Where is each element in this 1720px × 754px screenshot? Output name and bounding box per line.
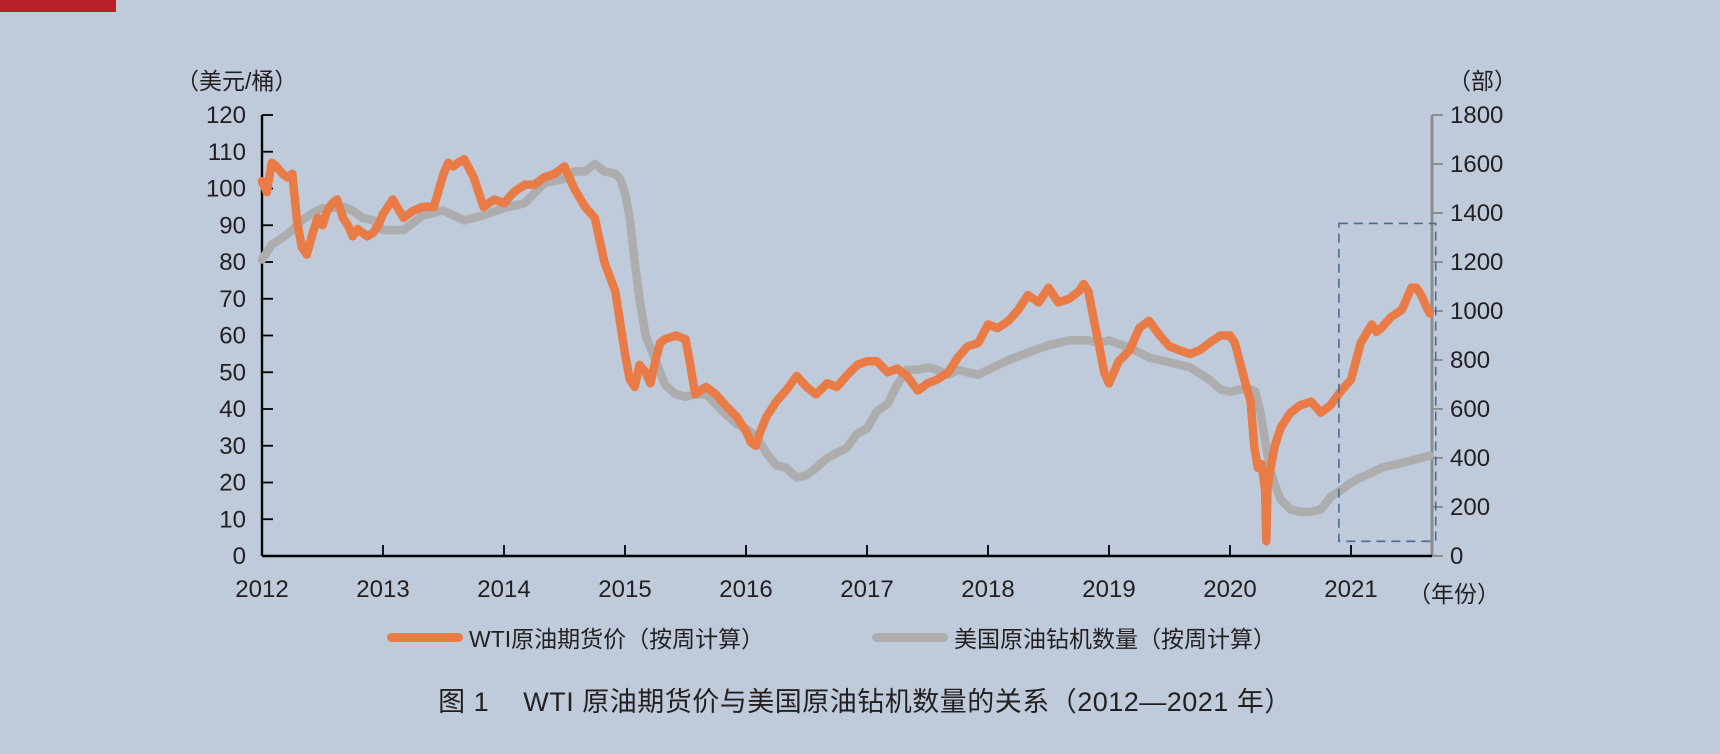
right-y-axis: 0 200 400 600 800 1000 1200 1400 1600 1800 bbox=[1430, 102, 1503, 570]
x-tick-label: 2013 bbox=[356, 576, 409, 603]
series-lines bbox=[257, 154, 1434, 546]
left-tick-label: 20 bbox=[219, 470, 246, 497]
left-tick-label: 0 bbox=[233, 543, 246, 570]
right-axis-unit-label: （部） bbox=[1448, 68, 1517, 94]
x-tick-label: 2019 bbox=[1082, 576, 1135, 603]
x-axis: 2012 2013 2014 2015 2016 2017 2018 2019 2020 2021 bbox=[235, 545, 1432, 603]
highlight-dashed-box bbox=[1338, 222, 1437, 543]
x-tick-label: 2014 bbox=[477, 576, 530, 603]
legend-swatch-rigs bbox=[872, 632, 948, 642]
legend-swatch-wti bbox=[387, 632, 463, 642]
right-tick-label: 200 bbox=[1450, 494, 1490, 521]
figure-caption: 图 1 WTI 原油期货价与美国原油钻机数量的关系（2012—2021 年） bbox=[0, 680, 1720, 719]
right-tick-label: 800 bbox=[1450, 347, 1490, 374]
right-tick-label: 1400 bbox=[1450, 200, 1503, 227]
x-tick-label: 2012 bbox=[235, 576, 288, 603]
left-tick-label: 40 bbox=[219, 396, 246, 423]
legend-item-rigs: 美国原油钻机数量（按周计算） bbox=[872, 620, 1276, 654]
figure-title: WTI 原油期货价与美国原油钻机数量的关系（2012—2021 年） bbox=[523, 687, 1292, 717]
x-tick-label: 2020 bbox=[1203, 576, 1256, 603]
legend-label-rigs: 美国原油钻机数量（按周计算） bbox=[954, 626, 1276, 652]
right-tick-label: 1200 bbox=[1450, 249, 1503, 276]
corner-accent-bar bbox=[0, 0, 116, 12]
right-tick-label: 600 bbox=[1450, 396, 1490, 423]
x-axis-unit-label: （年份） bbox=[1408, 581, 1500, 607]
x-tick-label: 2015 bbox=[598, 576, 651, 603]
left-tick-label: 10 bbox=[219, 506, 246, 533]
left-tick-label: 120 bbox=[206, 102, 246, 129]
left-tick-label: 70 bbox=[219, 286, 246, 313]
left-y-axis: 0 10 20 30 40 50 60 70 80 90 100 110 120 bbox=[206, 102, 273, 570]
legend-item-wti: WTI原油期货价（按周计算） bbox=[387, 620, 764, 654]
wti-price-line bbox=[257, 154, 1434, 546]
right-tick-label: 0 bbox=[1450, 543, 1463, 570]
figure-number: 图 1 bbox=[438, 687, 490, 717]
left-tick-label: 90 bbox=[219, 212, 246, 239]
left-tick-label: 100 bbox=[206, 176, 246, 203]
legend-label-wti: WTI原油期货价（按周计算） bbox=[469, 626, 765, 652]
x-tick-label: 2021 bbox=[1324, 576, 1377, 603]
left-tick-label: 80 bbox=[219, 249, 246, 276]
right-tick-label: 1800 bbox=[1450, 102, 1503, 129]
x-tick-label: 2017 bbox=[840, 576, 893, 603]
right-tick-label: 1600 bbox=[1450, 151, 1503, 178]
left-axis-unit-label: （美元/桶） bbox=[176, 68, 298, 94]
left-tick-label: 110 bbox=[208, 139, 246, 166]
x-tick-label: 2018 bbox=[961, 576, 1014, 603]
left-tick-label: 60 bbox=[219, 323, 246, 350]
right-tick-label: 400 bbox=[1450, 445, 1490, 472]
x-tick-label: 2016 bbox=[719, 576, 772, 603]
left-tick-label: 50 bbox=[219, 359, 246, 386]
left-tick-label: 30 bbox=[219, 433, 246, 460]
right-tick-label: 1000 bbox=[1450, 298, 1503, 325]
